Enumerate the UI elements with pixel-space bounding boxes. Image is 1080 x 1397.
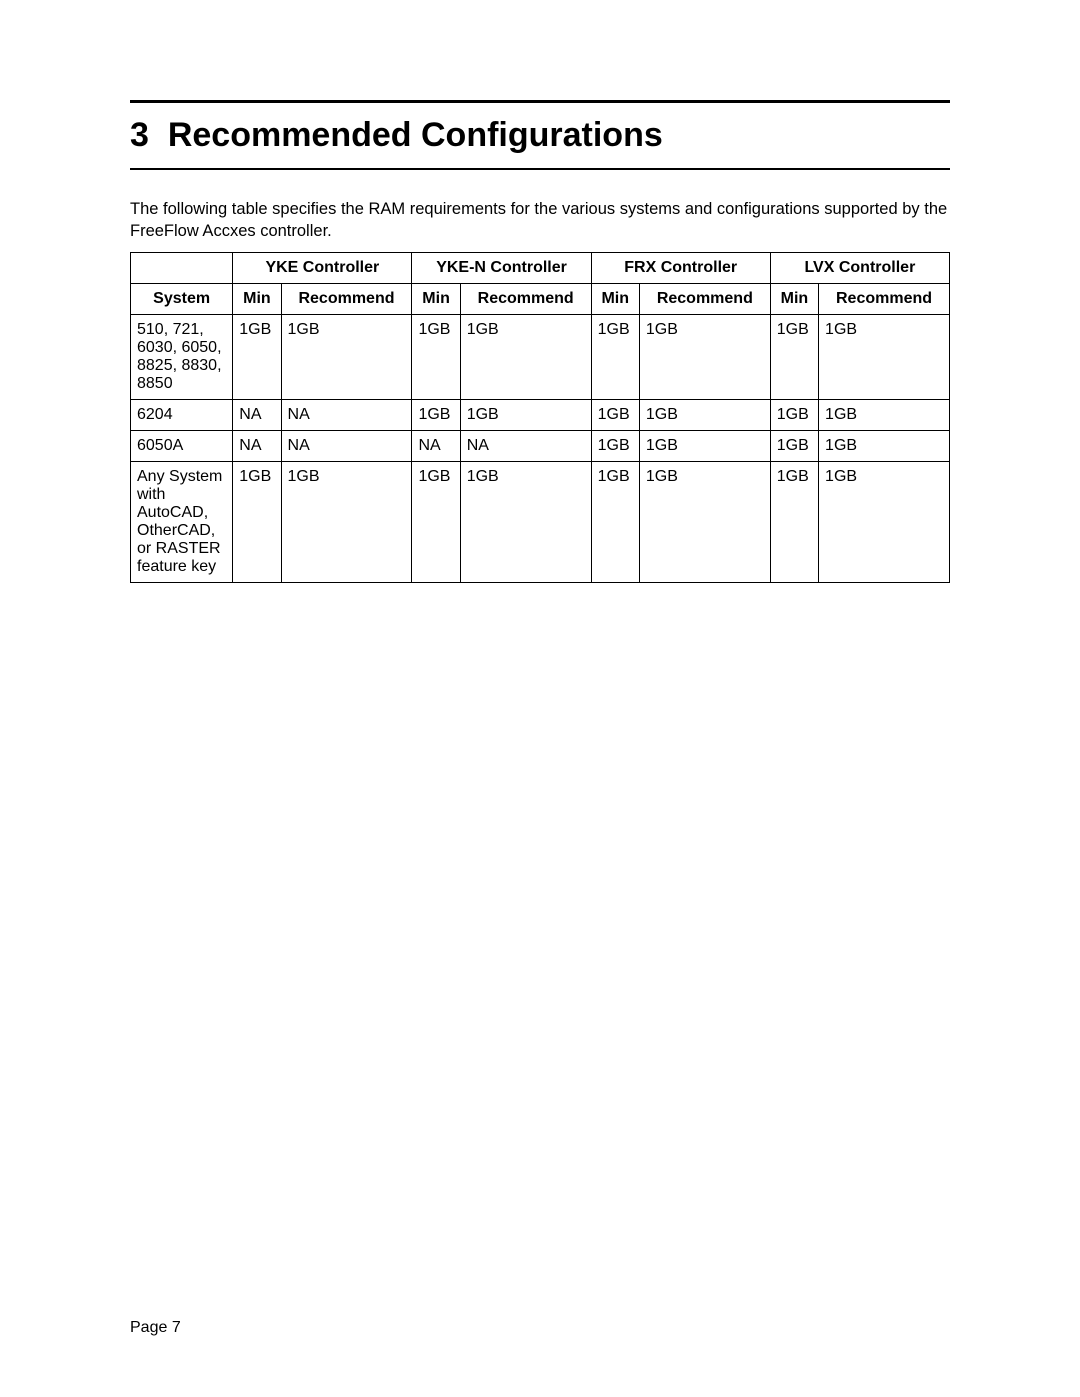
table-cell: 1GB	[770, 400, 818, 431]
table-cell: 1GB	[460, 462, 591, 583]
table-cell: 510, 721, 6030, 6050, 8825, 8830, 8850	[131, 315, 233, 400]
heading-title: Recommended Configurations	[168, 116, 663, 154]
table-cell: 1GB	[591, 315, 639, 400]
table-header-row-1: YKE Controller YKE-N Controller FRX Cont…	[131, 253, 950, 284]
table-cell: 1GB	[412, 315, 460, 400]
table-cell: NA	[281, 400, 412, 431]
table-row: 6204 NA NA 1GB 1GB 1GB 1GB 1GB 1GB	[131, 400, 950, 431]
table-cell: 1GB	[233, 315, 281, 400]
table-cell: 1GB	[412, 400, 460, 431]
heading-rule-bottom	[130, 168, 950, 170]
table-cell: 1GB	[639, 400, 770, 431]
table-cell: 1GB	[639, 315, 770, 400]
table-header-group: LVX Controller	[770, 253, 949, 284]
table-cell: 1GB	[233, 462, 281, 583]
table-cell: 1GB	[460, 315, 591, 400]
table-cell: 1GB	[412, 462, 460, 583]
table-cell: 1GB	[819, 315, 950, 400]
page-footer: Page 7	[130, 1319, 181, 1337]
table-row: Any System with AutoCAD, OtherCAD, or RA…	[131, 462, 950, 583]
table-cell: 6204	[131, 400, 233, 431]
table-cell: 1GB	[639, 431, 770, 462]
table-row: 510, 721, 6030, 6050, 8825, 8830, 8850 1…	[131, 315, 950, 400]
table-cell: 1GB	[819, 400, 950, 431]
table-cell: 1GB	[770, 431, 818, 462]
table-header-cell: Min	[233, 284, 281, 315]
table-header-group: YKE-N Controller	[412, 253, 591, 284]
table-header-cell: Recommend	[460, 284, 591, 315]
table-cell: NA	[281, 431, 412, 462]
table-cell: NA	[233, 431, 281, 462]
table-cell: 1GB	[591, 462, 639, 583]
table-cell: 1GB	[281, 315, 412, 400]
table-cell: 1GB	[819, 462, 950, 583]
table-cell: 1GB	[460, 400, 591, 431]
intro-paragraph: The following table specifies the RAM re…	[130, 198, 950, 243]
table-cell: 1GB	[591, 431, 639, 462]
table-header-row-2: System Min Recommend Min Recommend Min R…	[131, 284, 950, 315]
table-header-cell: Min	[412, 284, 460, 315]
table-cell: NA	[412, 431, 460, 462]
table-header-blank	[131, 253, 233, 284]
table-header-group: YKE Controller	[233, 253, 412, 284]
table-cell: 1GB	[281, 462, 412, 583]
table-cell: 1GB	[819, 431, 950, 462]
table-cell: 6050A	[131, 431, 233, 462]
document-page: 3 Recommended Configurations The followi…	[0, 0, 1080, 1397]
heading-rule-top	[130, 100, 950, 103]
table-cell: NA	[460, 431, 591, 462]
table-header-cell: System	[131, 284, 233, 315]
table-cell: NA	[233, 400, 281, 431]
config-table: YKE Controller YKE-N Controller FRX Cont…	[130, 252, 950, 583]
table-cell: 1GB	[770, 315, 818, 400]
heading-number: 3	[130, 116, 149, 154]
table-header-group: FRX Controller	[591, 253, 770, 284]
table-cell: 1GB	[639, 462, 770, 583]
table-row: 6050A NA NA NA NA 1GB 1GB 1GB 1GB	[131, 431, 950, 462]
table-cell: 1GB	[770, 462, 818, 583]
table-cell: 1GB	[591, 400, 639, 431]
page-heading: 3 Recommended Configurations	[130, 115, 950, 156]
table-header-cell: Recommend	[639, 284, 770, 315]
table-cell: Any System with AutoCAD, OtherCAD, or RA…	[131, 462, 233, 583]
table-header-cell: Min	[770, 284, 818, 315]
table-header-cell: Min	[591, 284, 639, 315]
table-header-cell: Recommend	[281, 284, 412, 315]
table-header-cell: Recommend	[819, 284, 950, 315]
